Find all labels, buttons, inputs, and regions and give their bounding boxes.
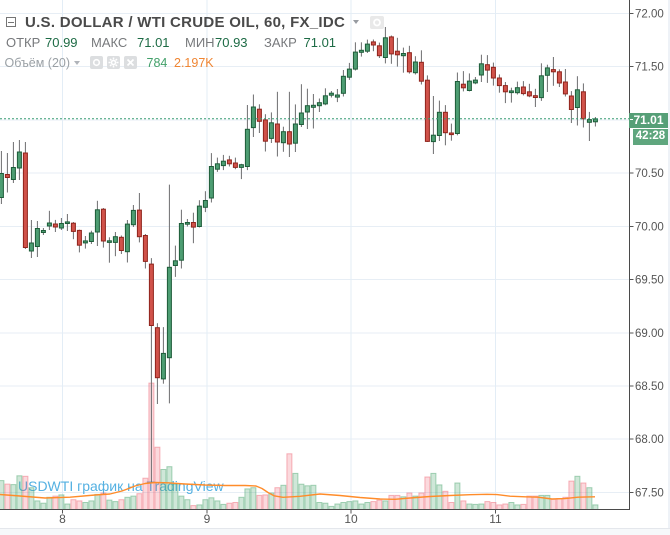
svg-text:68.00: 68.00: [635, 434, 664, 446]
svg-text:69.50: 69.50: [635, 275, 664, 287]
svg-text:70.00: 70.00: [635, 221, 664, 233]
svg-text:10: 10: [344, 512, 358, 526]
svg-text:67.50: 67.50: [635, 487, 664, 499]
svg-text:USDWTI график на TradingView: USDWTI график на TradingView: [18, 478, 224, 494]
svg-text:70.50: 70.50: [635, 168, 664, 180]
svg-text:71.50: 71.50: [635, 62, 664, 74]
svg-text:8: 8: [59, 512, 66, 526]
svg-text:69.00: 69.00: [635, 328, 664, 340]
svg-text:72.00: 72.00: [635, 8, 664, 20]
svg-text:68.50: 68.50: [635, 381, 664, 393]
svg-text:11: 11: [489, 512, 502, 526]
svg-text:9: 9: [204, 512, 211, 526]
